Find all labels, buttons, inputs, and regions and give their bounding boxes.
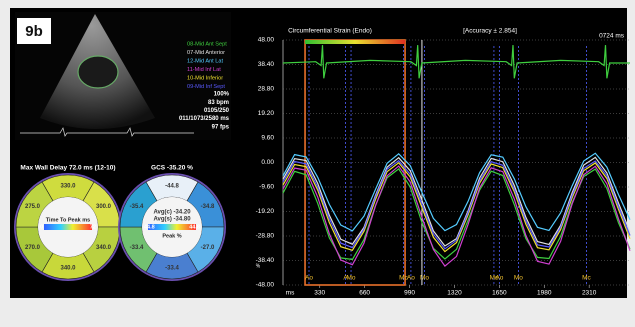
y-tick-label: 0.00: [261, 159, 274, 166]
map-scale-max: 44.8: [189, 224, 200, 230]
event-label: Mc: [490, 275, 499, 282]
y-tick-label: -19.20: [256, 208, 275, 215]
event-label: Ao: [305, 275, 313, 282]
map-segment-label: 270.0: [25, 245, 41, 251]
series-line: [282, 152, 631, 232]
x-tick-label: 990: [404, 290, 415, 297]
series-line: [282, 45, 630, 79]
x-tick-label: 1650: [492, 290, 507, 297]
echo-info: 0105/250: [204, 108, 230, 114]
echo-contour: [77, 55, 119, 89]
series-line: [282, 161, 631, 253]
map-scale-min: 0: [40, 224, 43, 230]
map-scale-max: 72: [90, 224, 96, 230]
legend-entry: 07-Mid Anterior: [187, 50, 225, 56]
legend-entry: 08-Mid Ant Sept: [187, 41, 227, 47]
x-axis-label: ms: [286, 290, 295, 297]
event-label: Mo: [420, 275, 429, 282]
map-segment-label: 330.0: [60, 184, 76, 190]
event-label: Ao: [407, 275, 415, 282]
strain-title: GCS -35.20 %: [151, 165, 193, 172]
badge-box: [17, 18, 51, 44]
y-tick-label: -48.00: [256, 282, 275, 289]
avg-c: Avg(c) -34.20: [153, 210, 191, 216]
map-center-label: Peak %: [162, 233, 181, 239]
x-tick-label: 1320: [447, 290, 462, 297]
map-scale-min: 44.8: [144, 224, 155, 230]
x-tick-label: 660: [359, 290, 370, 297]
map-segment-label: 340.0: [60, 266, 76, 272]
echo-ecg: [20, 127, 194, 137]
y-axis-label: %: [256, 263, 261, 269]
legend-entry: 11-Mid Inf Lat: [187, 67, 221, 73]
series-line: [282, 156, 631, 247]
map-colorbar: [44, 224, 92, 230]
map-segment-label: 275.0: [25, 204, 41, 210]
event-label: Ao: [495, 275, 503, 282]
y-tick-label: -28.80: [256, 233, 275, 240]
event-label: Mc: [582, 275, 591, 282]
map-segment-label: -34.8: [201, 204, 215, 210]
y-tick-label: 19.20: [258, 110, 275, 117]
chart-title: Circumferential Strain (Endo): [288, 28, 372, 35]
badge: 9b: [25, 23, 43, 40]
map-center-label: Time To Peak ms: [46, 217, 90, 223]
event-label: Mo: [514, 275, 523, 282]
y-tick-label: 28.80: [258, 86, 275, 93]
avg-s: Avg(s) -34.80: [153, 217, 191, 223]
map-segment-label: 300.0: [96, 204, 112, 210]
y-tick-label: -9.60: [259, 184, 274, 191]
map-segment-label: -27.0: [201, 245, 215, 251]
delay-title: Max Wall Delay 72.0 ms (12-10): [20, 165, 115, 172]
map-segment-label: 340.0: [96, 245, 112, 251]
legend-entry: 09-Mid Inf Sept: [187, 84, 225, 90]
event-label: Mc: [399, 275, 408, 282]
event-label: Mo: [347, 275, 356, 282]
time-label: 0724 ms: [599, 33, 625, 40]
map-segment-label: -33.4: [130, 245, 144, 251]
series-line: [282, 159, 631, 250]
x-tick-label: 1980: [537, 290, 552, 297]
x-tick-label: 2310: [582, 290, 597, 297]
echo-info: 100%: [214, 92, 230, 98]
map-colorbar: [148, 224, 196, 230]
y-tick-label: 9.60: [261, 135, 274, 142]
echo-info: 83 bpm: [208, 100, 229, 106]
event-label: A: [343, 275, 348, 282]
legend-entry: 12-Mid Ant Lat: [187, 58, 224, 64]
echo-info: 011/1073/2580 ms: [179, 116, 230, 122]
series-line: [282, 165, 631, 267]
map-segment-label: -33.4: [165, 266, 179, 272]
map-segment-label: -35.4: [130, 204, 144, 210]
y-tick-label: 48.00: [258, 37, 275, 44]
y-tick-label: -38.40: [256, 257, 275, 264]
legend-entry: 10-Mid Inferior: [187, 75, 223, 81]
y-tick-label: 38.40: [258, 61, 275, 68]
echo-info: 97 fps: [212, 124, 230, 130]
chart-subtitle: [Accuracy ± 2.854]: [463, 28, 517, 35]
map-segment-label: -44.8: [165, 184, 179, 190]
x-tick-label: 330: [314, 290, 325, 297]
highlight-bar: [305, 40, 406, 44]
